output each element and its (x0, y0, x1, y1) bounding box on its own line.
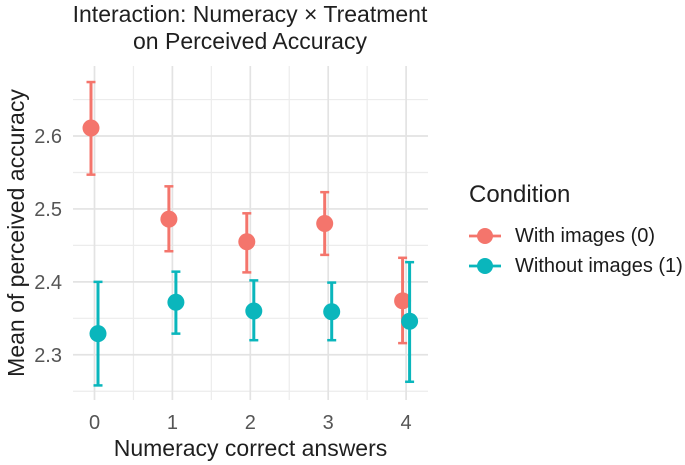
legend-label: Without images (1) (515, 254, 683, 277)
pointrange-key-icon (469, 258, 501, 274)
legend-entries: With images (0) Without images (1) (468, 221, 683, 281)
x-axis-title: Numeracy correct answers (113, 435, 388, 461)
data-point (82, 119, 100, 137)
data-point (238, 233, 256, 251)
x-tick-label: 0 (89, 412, 100, 434)
y-tick-label: 2.4 (34, 272, 62, 294)
data-point (89, 325, 107, 343)
data-point (401, 312, 419, 330)
data-point (160, 210, 178, 228)
chart-title-line-2: on Perceived Accuracy (133, 28, 367, 54)
data-point (167, 293, 185, 311)
data-point (323, 303, 341, 321)
key-dot (477, 258, 493, 274)
data-point (316, 215, 334, 233)
x-tick-label: 3 (323, 412, 334, 434)
x-tick-label: 4 (401, 412, 412, 434)
data-point (394, 292, 412, 310)
data-point (245, 302, 263, 320)
pointrange-key-icon (469, 228, 501, 244)
y-axis-title: Mean of perceived accuracy (3, 89, 29, 377)
legend-title: Condition (469, 181, 571, 208)
legend-entry: With images (0) (468, 221, 683, 251)
chart-title-line-1: Interaction: Numeracy × Treatment (72, 1, 428, 27)
key-dot (477, 228, 493, 244)
y-tick-label: 2.6 (34, 126, 62, 148)
x-tick-label: 1 (167, 412, 178, 434)
chart-title: Interaction: Numeracy × Treatment on Per… (0, 1, 500, 55)
legend-label: With images (0) (515, 224, 656, 247)
y-tick-label: 2.3 (34, 345, 62, 367)
legend-entry: Without images (1) (468, 251, 683, 281)
y-tick-label: 2.5 (34, 199, 62, 221)
legend: Condition With images (0) Without images … (468, 181, 683, 281)
x-tick-label: 2 (245, 412, 256, 434)
